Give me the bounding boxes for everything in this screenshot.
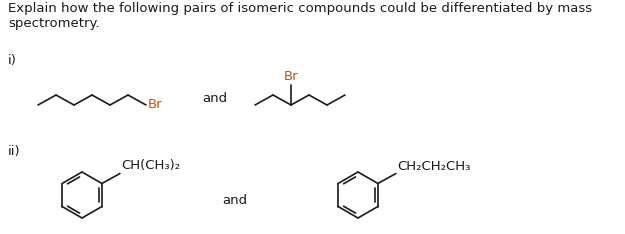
Text: i): i) <box>8 54 17 67</box>
Text: CH₂CH₂CH₃: CH₂CH₂CH₃ <box>397 160 470 172</box>
Text: Br: Br <box>284 70 298 83</box>
Text: Br: Br <box>148 99 162 111</box>
Text: Explain how the following pairs of isomeric compounds could be differentiated by: Explain how the following pairs of isome… <box>8 2 592 30</box>
Text: and: and <box>202 91 227 105</box>
Text: CH(CH₃)₂: CH(CH₃)₂ <box>121 160 180 172</box>
Text: ii): ii) <box>8 145 21 158</box>
Text: and: and <box>222 194 247 206</box>
